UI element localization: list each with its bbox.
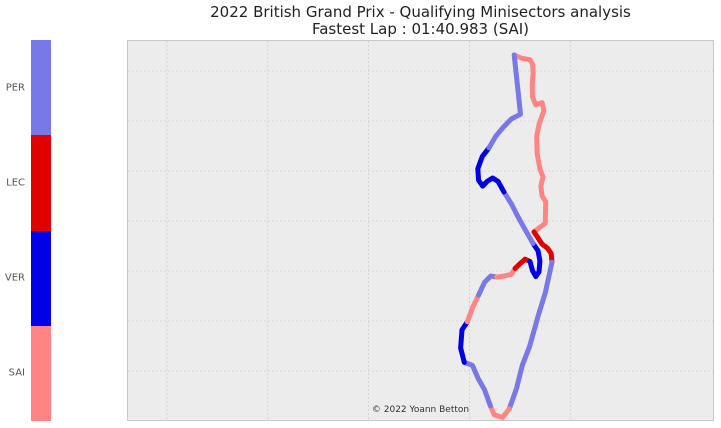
track-segment-per-11 [501,189,536,246]
colorbar-segment-lec [31,135,51,231]
colorbar-label-lec: LEC [6,177,25,189]
chart-title-line1: 2022 British Grand Prix - Qualifying Min… [210,3,631,21]
chart-title: 2022 British Grand Prix - Qualifying Min… [127,4,714,38]
track-segment-lec-1 [531,229,555,265]
track-segment-sai-8 [494,265,518,280]
plot-area: © 2022 Yoann Betton [127,40,714,421]
track-segment-lec-9 [512,256,533,271]
track-segment-sai-0 [511,52,549,235]
track-segment-per-4 [461,359,493,409]
track-segments [458,52,555,420]
chart-title-line2: Fastest Lap : 01:40.983 (SAI) [311,20,530,38]
track-segment-per-7 [476,273,500,298]
colorbar-legend: PER LEC VER SAI [5,40,51,421]
colorbar-label-per: PER [5,82,25,94]
track-segment-per-2 [506,259,555,412]
track-segment-ver-5 [458,319,470,365]
colorbar-label-ver: VER [4,272,25,284]
colorbar-segment-sai [31,325,51,421]
track-segment-ver-12 [475,145,507,195]
colorbar-segment-ver [31,230,51,326]
track-segment-sai-6 [464,292,482,325]
grid-lines [128,41,713,420]
track-segment-sai-3 [487,403,512,420]
colorbar-segment-per [31,40,51,136]
colorbar-label-sai: SAI [8,367,25,379]
track-segment-per-13 [486,52,523,151]
copyright-text: © 2022 Yoann Betton [371,405,470,415]
track-map-svg [128,41,713,420]
track-segment-ver-10 [527,241,543,280]
